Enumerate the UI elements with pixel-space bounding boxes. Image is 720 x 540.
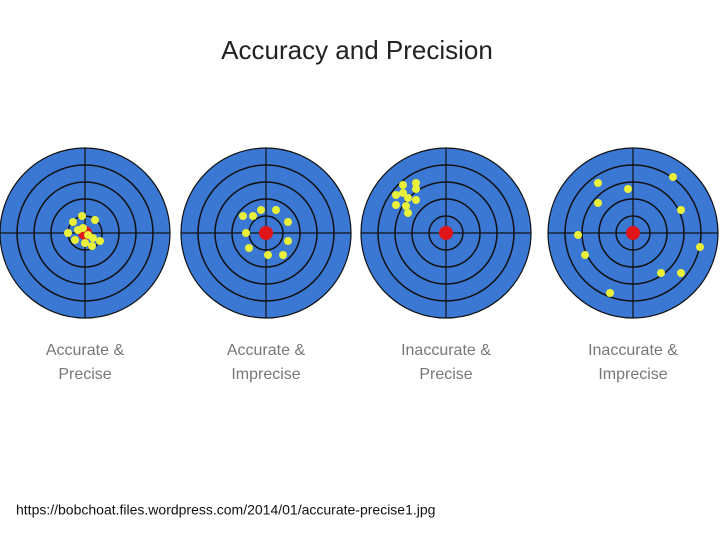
hit-dot [78, 212, 86, 220]
hit-dot [242, 229, 250, 237]
source-url: https://bobchoat.files.wordpress.com/201… [16, 502, 435, 518]
hit-dot [669, 173, 677, 181]
target: Accurate & Imprecise [180, 147, 352, 383]
hit-dot [88, 242, 96, 250]
hit-dot [81, 239, 89, 247]
hit-dot [89, 234, 97, 242]
hit-dot [606, 289, 614, 297]
hit-dot [412, 185, 420, 193]
target-label: Precise [419, 366, 472, 383]
target: Inaccurate & Imprecise [547, 147, 719, 383]
hit-dot [392, 191, 400, 199]
hit-dot [594, 199, 602, 207]
target: Accurate & Precise [0, 147, 171, 383]
target-label: Imprecise [598, 366, 667, 383]
target-label: Inaccurate & [401, 342, 491, 359]
hit-dot [399, 181, 407, 189]
hit-dot [71, 236, 79, 244]
hit-dot [594, 179, 602, 187]
hit-dot [581, 251, 589, 259]
hit-dot [245, 244, 253, 252]
hit-dot [284, 218, 292, 226]
target: Inaccurate & Precise [360, 147, 532, 383]
slide-title: Accuracy and Precision [221, 35, 493, 65]
target-label: Accurate & [46, 342, 125, 359]
hit-dot [574, 231, 582, 239]
hit-dot [284, 237, 292, 245]
hit-dot [657, 269, 665, 277]
hit-dot [264, 251, 272, 259]
hit-dot [412, 196, 420, 204]
hit-dot [412, 179, 420, 187]
hit-dot [91, 216, 99, 224]
hit-dot [402, 202, 410, 210]
hit-dot [624, 185, 632, 193]
hit-dot [404, 209, 412, 217]
target-label: Inaccurate & [588, 342, 678, 359]
hit-dot [79, 224, 87, 232]
hit-dot [249, 212, 257, 220]
target-label: Accurate & [227, 342, 306, 359]
hit-dot [257, 206, 265, 214]
hit-dot [64, 229, 72, 237]
hit-dot [279, 251, 287, 259]
hit-dot [96, 237, 104, 245]
hit-dot [69, 218, 77, 226]
target-label: Precise [58, 366, 111, 383]
hit-dot [239, 212, 247, 220]
bullseye [626, 226, 640, 240]
hit-dot [677, 269, 685, 277]
hit-dot [404, 194, 412, 202]
hit-dot [272, 206, 280, 214]
hit-dot [677, 206, 685, 214]
hit-dot [392, 201, 400, 209]
bullseye [439, 226, 453, 240]
target-label: Imprecise [231, 366, 300, 383]
hit-dot [399, 189, 407, 197]
bullseye [259, 226, 273, 240]
hit-dot [696, 243, 704, 251]
